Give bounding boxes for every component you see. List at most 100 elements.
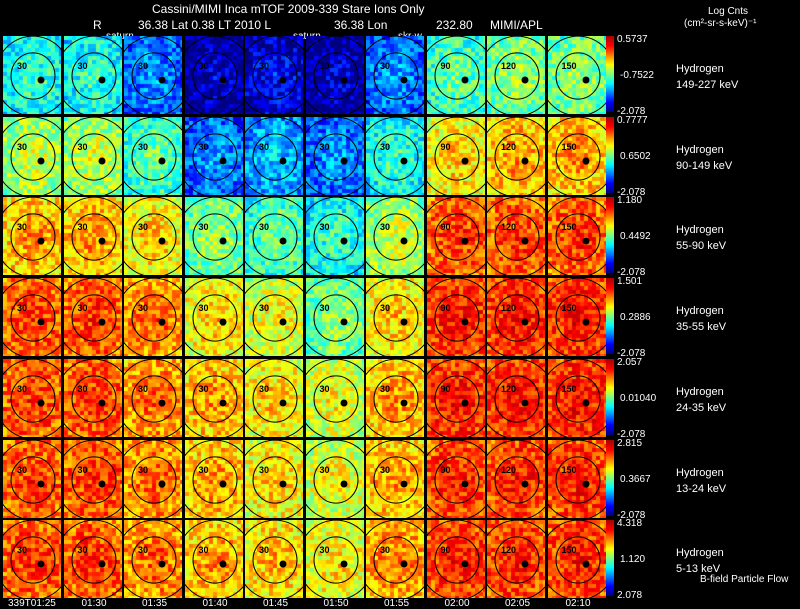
contour-outer <box>366 116 424 195</box>
saturn-marker <box>521 399 529 407</box>
saturn-marker <box>400 560 408 568</box>
contour-inner <box>71 536 116 584</box>
contour-label: 90 <box>440 383 451 394</box>
saturn-marker <box>219 399 226 407</box>
contour-inner <box>434 536 479 584</box>
contour-inner <box>252 213 298 261</box>
contour-outer <box>487 520 545 599</box>
colorbar-mid-r1: 0.6502 <box>620 150 651 162</box>
heatmap-cell-r5-c8 <box>487 439 545 518</box>
contour-outer <box>487 197 545 276</box>
contour-outer <box>547 197 606 276</box>
saturn-marker <box>158 399 166 407</box>
contour-outer <box>245 278 303 357</box>
colorbar-mid-r5: 0.3667 <box>620 473 651 485</box>
saturn-marker <box>279 76 287 84</box>
contour-label: 30 <box>77 545 88 556</box>
contour-inner <box>192 375 237 423</box>
contour-outer <box>366 197 424 276</box>
contour-outer <box>487 278 545 357</box>
contour-label: 30 <box>77 61 88 71</box>
saturn-marker <box>158 480 166 487</box>
contour-inner <box>434 133 479 181</box>
contour-outer <box>3 439 61 518</box>
saturn-marker <box>98 157 105 165</box>
contour-inner <box>131 213 177 261</box>
contour-outer <box>366 278 424 357</box>
time-tick: 01:40 <box>202 598 228 609</box>
contour-inner <box>71 133 116 181</box>
saturn-marker <box>98 480 105 487</box>
row-species-r3: Hydrogen <box>676 305 724 318</box>
heatmap-cell-r1-c0 <box>3 116 61 195</box>
contour-inner <box>131 375 177 423</box>
contour-label: 30 <box>77 303 88 314</box>
contour-inner <box>434 455 479 504</box>
contour-inner <box>434 213 479 261</box>
contour-overlay-r4-c7 <box>426 358 485 437</box>
contour-inner <box>252 294 298 342</box>
header-position: 36.38 Lat 0.38 LT 2010 L <box>138 18 272 32</box>
heatmap-cell-r0-c3 <box>184 36 243 114</box>
saturn-marker <box>461 399 468 407</box>
contour-overlay-r5-c1 <box>63 439 122 518</box>
time-tick: 02:00 <box>444 598 470 609</box>
contour-overlay-r1-c7 <box>426 116 485 195</box>
contour-outer <box>63 36 122 114</box>
contour-inner <box>434 52 479 100</box>
row-energy-r1: 90-149 keV <box>676 159 733 172</box>
contour-label: 120 <box>501 61 517 71</box>
colorbar-r1 <box>606 116 614 193</box>
row-species-r6: Hydrogen <box>676 547 724 560</box>
heatmap-cell-r3-c1 <box>63 278 122 357</box>
contour-outer <box>63 439 122 518</box>
contour-outer <box>63 358 122 437</box>
colorbar-min-r2: -2.078 <box>617 267 646 279</box>
row-species-r5: Hydrogen <box>676 466 724 479</box>
contour-label: 30 <box>138 141 149 152</box>
contour-inner <box>10 133 56 181</box>
contour-overlay-r5-c5 <box>305 439 364 518</box>
contour-outer <box>426 520 485 599</box>
heatmap-cell-r2-c0 <box>3 197 61 276</box>
colorbar-mid-r0: -0.7522 <box>620 70 654 81</box>
heatmap-cell-r0-c1 <box>63 36 122 114</box>
contour-inner <box>373 294 419 342</box>
contour-inner <box>555 294 600 342</box>
contour-overlay-r6-c0 <box>3 520 61 599</box>
contour-label: 120 <box>501 464 517 475</box>
contour-inner <box>10 455 56 504</box>
contour-overlay-r5-c4 <box>245 439 303 518</box>
contour-label: 90 <box>440 303 451 314</box>
contour-label: 150 <box>561 61 577 71</box>
contour-overlay-r3-c8 <box>487 278 545 357</box>
contour-overlay-r2-c4 <box>245 197 303 276</box>
heatmap-cell-r6-c9 <box>547 520 606 599</box>
saturn-marker <box>219 480 226 487</box>
saturn-marker <box>37 237 45 245</box>
contour-label: 30 <box>380 61 391 71</box>
contour-inner <box>555 133 600 181</box>
colorbar-mid-r3: 0.2886 <box>620 312 651 324</box>
contour-inner <box>131 52 177 100</box>
contour-inner <box>373 375 419 423</box>
contour-label: 90 <box>440 141 451 152</box>
contour-inner <box>494 133 540 181</box>
contour-outer <box>3 36 61 114</box>
colorbar-max-r0: 0.5737 <box>617 34 648 45</box>
contour-outer <box>547 520 606 599</box>
contour-inner <box>434 375 479 423</box>
contour-overlay-r0-c3 <box>184 36 243 114</box>
contour-outer <box>184 439 243 518</box>
heatmap-cell-r3-c4 <box>245 278 303 357</box>
saturn-marker <box>279 399 287 407</box>
contour-overlay-r1-c9 <box>547 116 606 195</box>
contour-label: 30 <box>259 303 270 314</box>
heatmap-cell-r6-c7 <box>426 520 485 599</box>
saturn-marker <box>521 318 529 326</box>
contour-outer <box>305 358 364 437</box>
contour-label: 30 <box>138 464 149 475</box>
contour-outer <box>63 278 122 357</box>
contour-label: 90 <box>440 464 451 475</box>
saturn-marker <box>279 480 287 487</box>
